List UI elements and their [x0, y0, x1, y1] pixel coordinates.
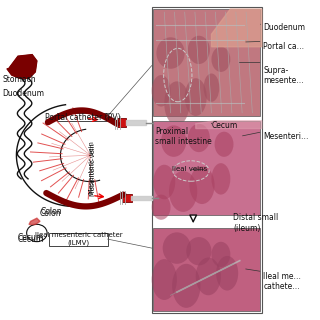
- Text: Colon: Colon: [40, 209, 62, 218]
- Polygon shape: [131, 196, 152, 200]
- Ellipse shape: [153, 165, 175, 199]
- Ellipse shape: [212, 47, 230, 72]
- Ellipse shape: [189, 166, 215, 204]
- Polygon shape: [212, 9, 262, 47]
- Text: Portal ca…: Portal ca…: [263, 42, 305, 51]
- Ellipse shape: [216, 256, 238, 291]
- Ellipse shape: [188, 124, 210, 152]
- Ellipse shape: [215, 132, 234, 157]
- FancyBboxPatch shape: [57, 113, 107, 121]
- Text: Duodenum: Duodenum: [263, 23, 305, 32]
- Text: Mesenteric vein: Mesenteric vein: [89, 141, 95, 194]
- Polygon shape: [7, 55, 37, 78]
- Ellipse shape: [156, 37, 185, 69]
- Text: Ileal mesenteric catheter
(ILMV): Ileal mesenteric catheter (ILMV): [35, 232, 122, 246]
- Ellipse shape: [186, 237, 212, 265]
- Polygon shape: [126, 120, 146, 125]
- Text: Cecum: Cecum: [18, 235, 44, 244]
- Ellipse shape: [185, 78, 207, 116]
- Ellipse shape: [188, 36, 210, 64]
- Polygon shape: [196, 121, 262, 129]
- Text: Mesenteri…: Mesenteri…: [263, 132, 309, 141]
- Text: Portal catheter (PV): Portal catheter (PV): [44, 113, 120, 122]
- Text: Ileal me…
cathete…: Ileal me… cathete…: [263, 272, 301, 291]
- FancyBboxPatch shape: [153, 121, 260, 215]
- Text: Cecum: Cecum: [212, 121, 238, 130]
- Text: Supra-
mesente…: Supra- mesente…: [263, 66, 304, 85]
- Ellipse shape: [212, 163, 230, 195]
- Ellipse shape: [196, 258, 221, 295]
- Text: Colon: Colon: [41, 207, 63, 216]
- FancyBboxPatch shape: [153, 228, 260, 311]
- Text: Proximal
small intestine: Proximal small intestine: [155, 127, 212, 146]
- Ellipse shape: [172, 264, 200, 308]
- Text: Cecum: Cecum: [18, 233, 44, 242]
- FancyBboxPatch shape: [49, 233, 108, 245]
- Ellipse shape: [152, 195, 171, 220]
- Text: Distal small
(ileum): Distal small (ileum): [234, 213, 279, 233]
- Polygon shape: [29, 218, 40, 225]
- Ellipse shape: [152, 75, 171, 107]
- FancyBboxPatch shape: [153, 9, 260, 116]
- Text: Ileal veins: Ileal veins: [172, 166, 207, 172]
- Ellipse shape: [204, 74, 219, 102]
- FancyBboxPatch shape: [122, 194, 132, 202]
- Ellipse shape: [169, 171, 197, 212]
- Ellipse shape: [161, 125, 186, 157]
- Ellipse shape: [152, 259, 177, 300]
- Ellipse shape: [163, 232, 191, 264]
- Text: Mesenteric vein: Mesenteric vein: [90, 143, 96, 196]
- Text: Duodenum: Duodenum: [2, 90, 44, 99]
- Ellipse shape: [212, 242, 230, 267]
- FancyBboxPatch shape: [117, 118, 126, 127]
- Text: Stomach: Stomach: [2, 75, 36, 84]
- Ellipse shape: [164, 81, 189, 125]
